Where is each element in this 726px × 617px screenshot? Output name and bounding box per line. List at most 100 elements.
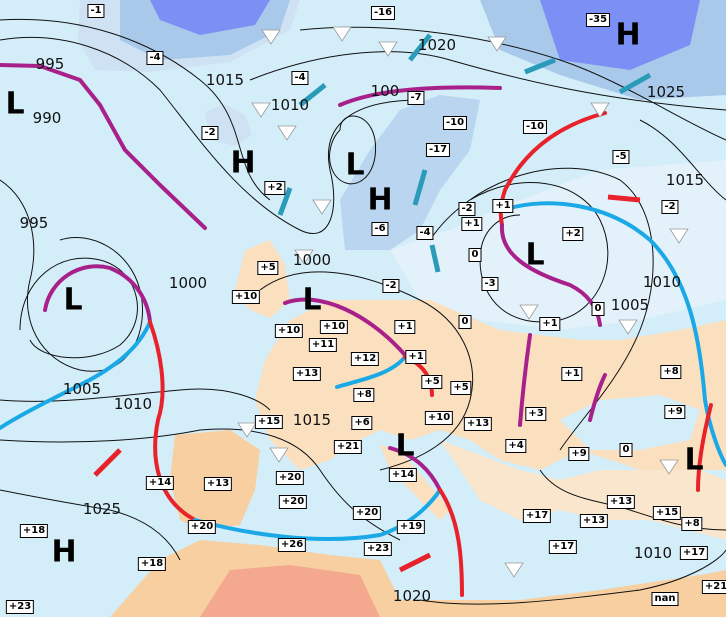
temperature-label: +23 — [5, 600, 35, 614]
scandinavia — [340, 95, 480, 250]
temperature-label: +14 — [388, 468, 418, 482]
temperature-label: +17 — [679, 546, 709, 560]
isobar-label: 1005 — [610, 296, 650, 314]
shower-icon — [312, 199, 332, 215]
temperature-label: +19 — [396, 520, 426, 534]
temperature-label: +5 — [421, 375, 443, 389]
british-isles — [235, 240, 290, 318]
shower-icon — [618, 319, 638, 335]
isobar — [419, 549, 726, 605]
isobar — [19, 257, 138, 359]
isobar-label: 1015 — [292, 411, 332, 429]
cold-air-arrow — [618, 72, 652, 95]
isobars — [0, 18, 726, 605]
isobar-label: 1000 — [292, 251, 332, 269]
temperature-label: -3 — [481, 277, 499, 291]
temperature-label: +9 — [568, 447, 590, 461]
italy — [380, 445, 450, 520]
temperature-label: +13 — [606, 495, 636, 509]
temperature-label: +6 — [351, 416, 373, 430]
shower-icon — [237, 422, 257, 438]
pressure-center-label: H — [230, 145, 256, 181]
shower-icon — [261, 29, 281, 45]
temperature-label: +11 — [308, 338, 338, 352]
wind-arrows — [93, 33, 652, 573]
cold-air-arrow — [412, 169, 428, 206]
temperature-label: +13 — [292, 367, 322, 381]
isobar — [0, 18, 271, 201]
shower-icon — [504, 562, 524, 578]
pressure-center-label: H — [51, 534, 77, 570]
temperature-label: +5 — [450, 381, 472, 395]
temperature-label: +8 — [681, 517, 703, 531]
temperature-label: +20 — [187, 520, 217, 534]
isobar-label: 1025 — [646, 83, 686, 101]
pressure-center-label: H — [615, 17, 641, 53]
temperature-label: +8 — [353, 388, 375, 402]
temperature-label: -1 — [87, 4, 105, 18]
temperature-label: +18 — [19, 524, 49, 538]
isobar — [329, 115, 376, 185]
temperature-label: +20 — [352, 506, 382, 520]
isobar — [0, 428, 401, 541]
warm-front — [148, 320, 197, 522]
pressure-center-label: L — [525, 237, 545, 273]
isobar — [429, 167, 654, 451]
shower-icon — [590, 102, 610, 118]
temperature-label: +2 — [264, 181, 286, 195]
temperature-label: +12 — [350, 352, 380, 366]
cold-air-arrow — [524, 57, 556, 75]
temperature-label: +20 — [275, 471, 305, 485]
temperature-label: +5 — [257, 261, 279, 275]
cold-front — [193, 488, 442, 542]
sahara-hot — [200, 565, 380, 617]
temperature-label: +10 — [319, 320, 349, 334]
temperature-label: +14 — [145, 476, 175, 490]
temperature-label: -7 — [407, 91, 425, 105]
occluded-front — [388, 446, 442, 492]
isobar-label: 100 — [370, 82, 400, 100]
temperature-label: -4 — [416, 226, 434, 240]
temperature-label: -10 — [522, 120, 548, 134]
pressure-center-label: L — [5, 86, 25, 122]
russia-cold-core — [540, 0, 700, 70]
warm-air-arrow — [607, 194, 641, 203]
isobar-label: 1010 — [642, 273, 682, 291]
temperature-label: +1 — [539, 317, 561, 331]
temperature-label: +13 — [579, 514, 609, 528]
shower-icon — [277, 125, 297, 141]
isobar — [249, 51, 726, 111]
cold-front — [501, 201, 726, 467]
occluded-front — [338, 85, 502, 107]
shower-icon — [659, 459, 679, 475]
temperature-label: +18 — [137, 557, 167, 571]
isobar-label: 1015 — [205, 71, 245, 89]
occluded-front — [283, 297, 407, 357]
shower-icon — [378, 41, 398, 57]
temperature-label: +21 — [333, 440, 363, 454]
temperature-label: 0 — [458, 315, 472, 329]
warm-front — [696, 403, 713, 492]
temperature-label: +17 — [548, 540, 578, 554]
temperature-label: -10 — [442, 116, 468, 130]
warm-front — [438, 488, 464, 597]
isobar-label: 1020 — [417, 36, 457, 54]
cold-front — [0, 320, 152, 430]
shower-icon — [519, 304, 539, 320]
pressure-center-label: L — [345, 147, 365, 183]
temperature-label: +8 — [660, 365, 682, 379]
cold-air-arrow — [277, 187, 293, 216]
temperature-label: +10 — [274, 324, 304, 338]
isobar-label: 1000 — [168, 274, 208, 292]
shower-icon — [294, 249, 314, 265]
shower-icon — [332, 26, 352, 42]
eastern-europe — [390, 160, 726, 330]
temperature-label: +17 — [522, 509, 552, 523]
temperature-label: +10 — [424, 411, 454, 425]
temperature-label: +20 — [278, 495, 308, 509]
cold-front — [335, 355, 407, 389]
temperature-label: 0 — [468, 248, 482, 262]
temperature-label: 0 — [619, 443, 633, 457]
temperature-label: +13 — [203, 477, 233, 491]
